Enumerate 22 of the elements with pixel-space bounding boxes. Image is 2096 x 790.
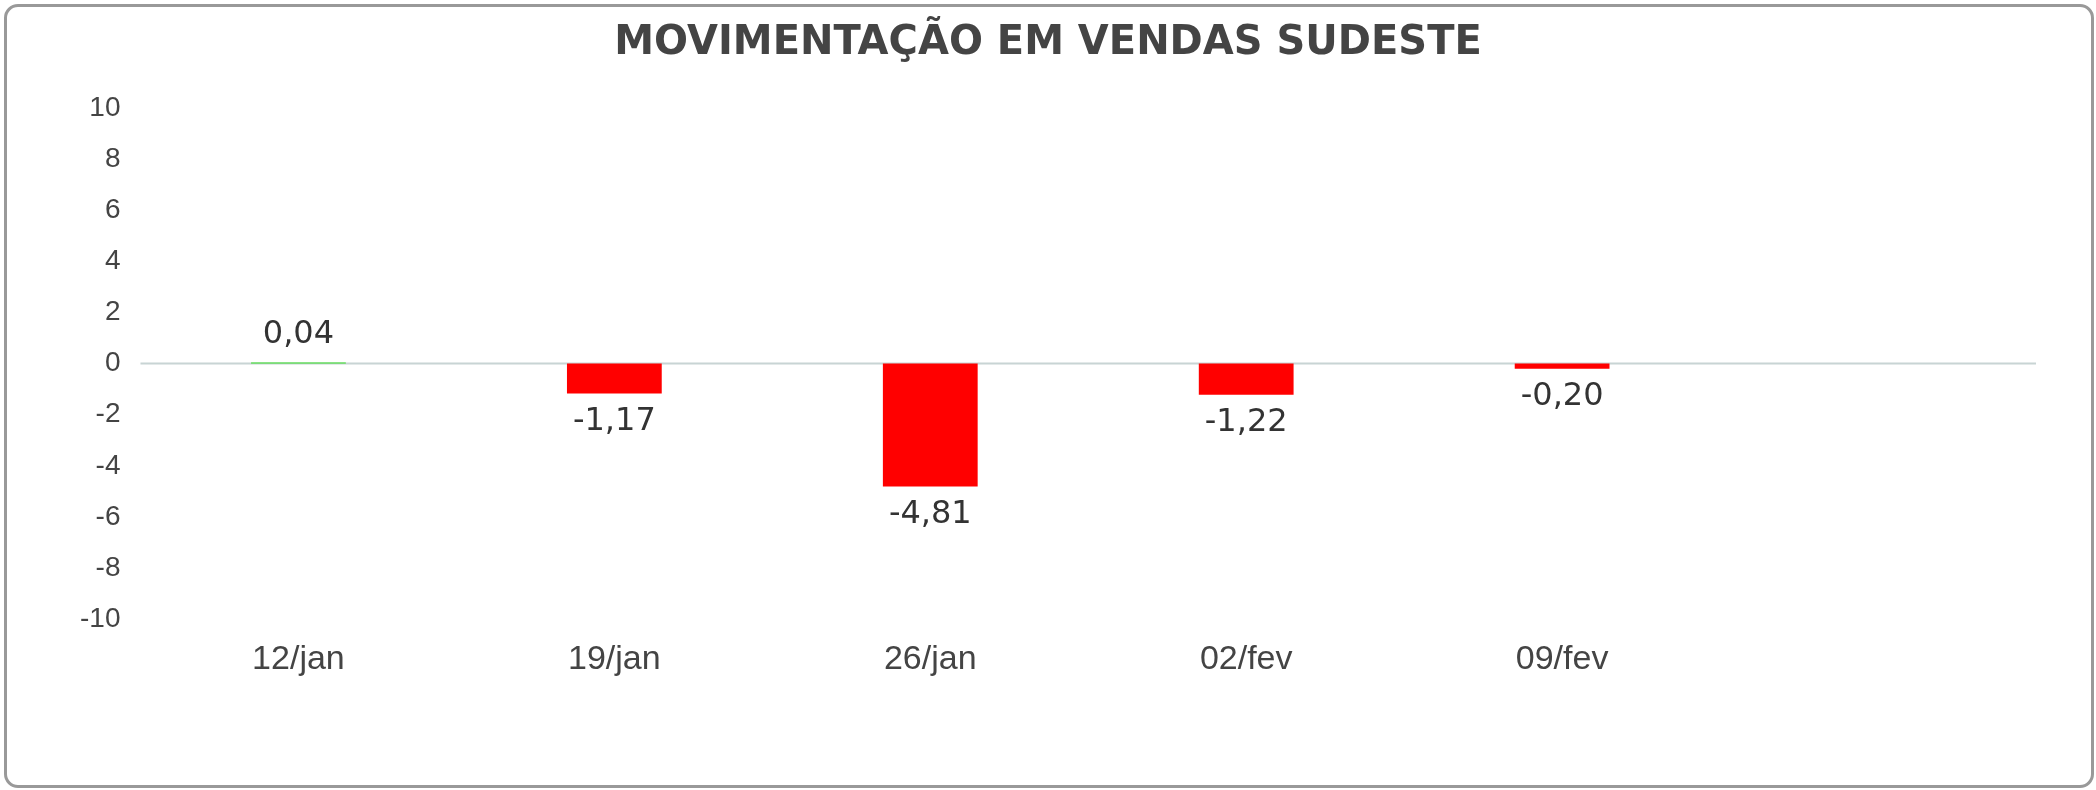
y-tick-label: 8 [104,141,121,173]
y-tick-label: -6 [95,499,121,531]
data-label: -4,81 [888,492,972,531]
x-tick-label: 09/fev [1515,637,1609,676]
y-tick-label: 10 [89,90,121,122]
y-tick-label: -4 [95,448,121,480]
chart-title: MOVIMENTAÇÃO EM VENDAS SUDESTE [614,15,1482,64]
y-tick-label: 4 [104,244,121,276]
x-tick-label: 12/jan [252,637,345,676]
x-tick-label: 19/jan [568,637,661,676]
data-label: 0,04 [262,312,335,351]
y-tick-label: -8 [95,550,121,582]
data-label: -1,17 [572,399,656,438]
y-tick-label: 2 [104,295,121,327]
y-tick-label: -10 [80,601,121,633]
y-tick-label: 0 [104,346,121,378]
x-tick-label: 02/fev [1199,637,1293,676]
data-label: -1,22 [1204,401,1288,440]
y-tick-label: -2 [95,397,121,429]
data-label: -0,20 [1520,375,1604,414]
x-tick-label: 26/jan [883,637,977,676]
y-tick-label: 6 [104,192,121,224]
